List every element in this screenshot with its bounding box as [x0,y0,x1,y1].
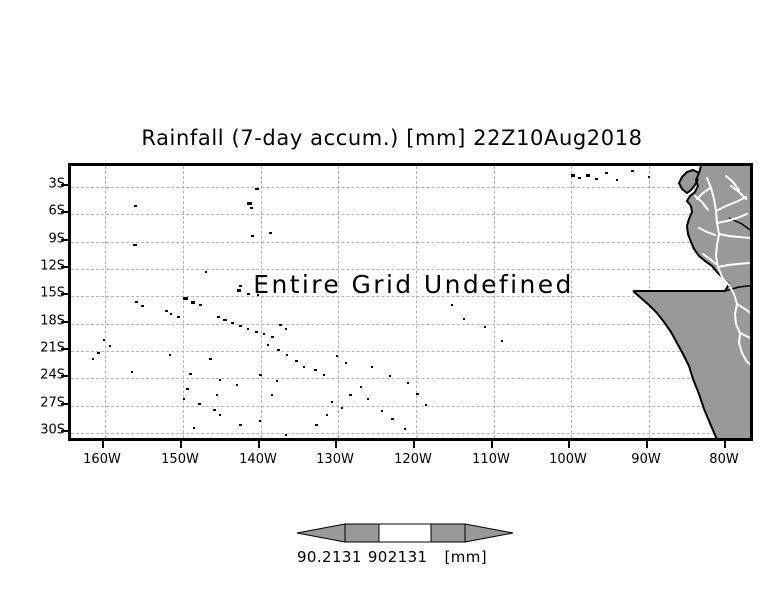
x-tick-mark [646,441,648,448]
y-tick-mark [61,403,68,405]
gridline-vertical [494,166,495,438]
gridline-horizontal [71,187,750,188]
y-tick-mark [61,211,68,213]
colorbar-segment-high [430,523,466,543]
colorbar-segment-low [344,523,380,543]
gridline-horizontal [71,406,750,407]
y-tick-label: 9S [48,231,65,247]
x-tick-label: 150W [161,452,199,467]
y-tick-label: 21S [40,340,65,356]
gridline-vertical [338,166,339,438]
map-canvas: Entire Grid Undefined [71,166,750,438]
x-tick-mark [102,441,104,448]
y-tick-mark [61,321,68,323]
geography-layer [92,166,750,438]
colorbar-low-label: 90.2131 [296,548,362,566]
y-tick-label: 30S [40,422,65,438]
x-tick-mark [568,441,570,448]
x-tick-mark [335,441,337,448]
y-tick-label: 27S [40,395,65,411]
y-tick-mark [61,184,68,186]
island-dots [92,170,650,436]
y-tick-label: 24S [40,367,65,383]
y-tick-label: 3S [48,176,65,192]
x-tick-mark [180,441,182,448]
colorbar-graphic [297,523,513,543]
entire-grid-undefined-message: Entire Grid Undefined [253,270,574,299]
coastline-south [632,290,718,438]
x-tick-label: 110W [472,452,510,467]
x-tick-label: 90W [631,452,661,467]
map-plot-area: Entire Grid Undefined [68,163,753,441]
gridline-vertical [261,166,262,438]
gridline-horizontal [71,242,750,243]
coastline [633,166,731,292]
y-tick-label: 15S [40,285,65,301]
colorbar-left-extend [297,523,346,543]
x-tick-mark [724,441,726,448]
gridline-horizontal [71,214,750,215]
colorbar-high-label: 902131 [367,548,428,566]
page-title: Rainfall (7-day accum.) [mm] 22Z10Aug201… [141,126,643,150]
x-tick-label: 80W [709,452,739,467]
y-tick-label: 6S [48,203,65,219]
y-tick-mark [61,239,68,241]
gridline-vertical [105,166,106,438]
gridline-horizontal [71,351,750,352]
gridline-horizontal [71,269,750,270]
y-tick-label: 12S [40,258,65,274]
x-tick-mark [491,441,493,448]
y-tick-mark [61,266,68,268]
colorbar: 90.2131 902131 [mm] [0,518,784,578]
gridline-horizontal [71,378,750,379]
gridline-horizontal [71,324,750,325]
x-tick-label: 160W [83,452,121,467]
y-tick-mark [61,430,68,432]
x-tick-mark [258,441,260,448]
land-polygon [633,166,750,438]
y-tick-mark [61,375,68,377]
y-tick-mark [61,293,68,295]
coastline-north-nub [677,168,700,195]
x-tick-label: 140W [239,452,277,467]
x-tick-label: 100W [549,452,587,467]
colorbar-right-extend [464,523,513,543]
gridline-vertical [416,166,417,438]
x-tick-mark [413,441,415,448]
gridline-vertical [183,166,184,438]
gridline-horizontal [71,433,750,434]
river-network [694,175,750,366]
y-tick-label: 18S [40,313,65,329]
country-border [724,284,750,292]
colorbar-units-label: [mm] [444,548,488,566]
gridline-horizontal [71,296,750,297]
x-tick-label: 130W [316,452,354,467]
gridline-vertical [571,166,572,438]
colorbar-labels: 90.2131 902131 [mm] [0,548,784,566]
colorbar-segment-mid [378,523,432,543]
y-tick-mark [61,348,68,350]
x-tick-label: 120W [394,452,432,467]
